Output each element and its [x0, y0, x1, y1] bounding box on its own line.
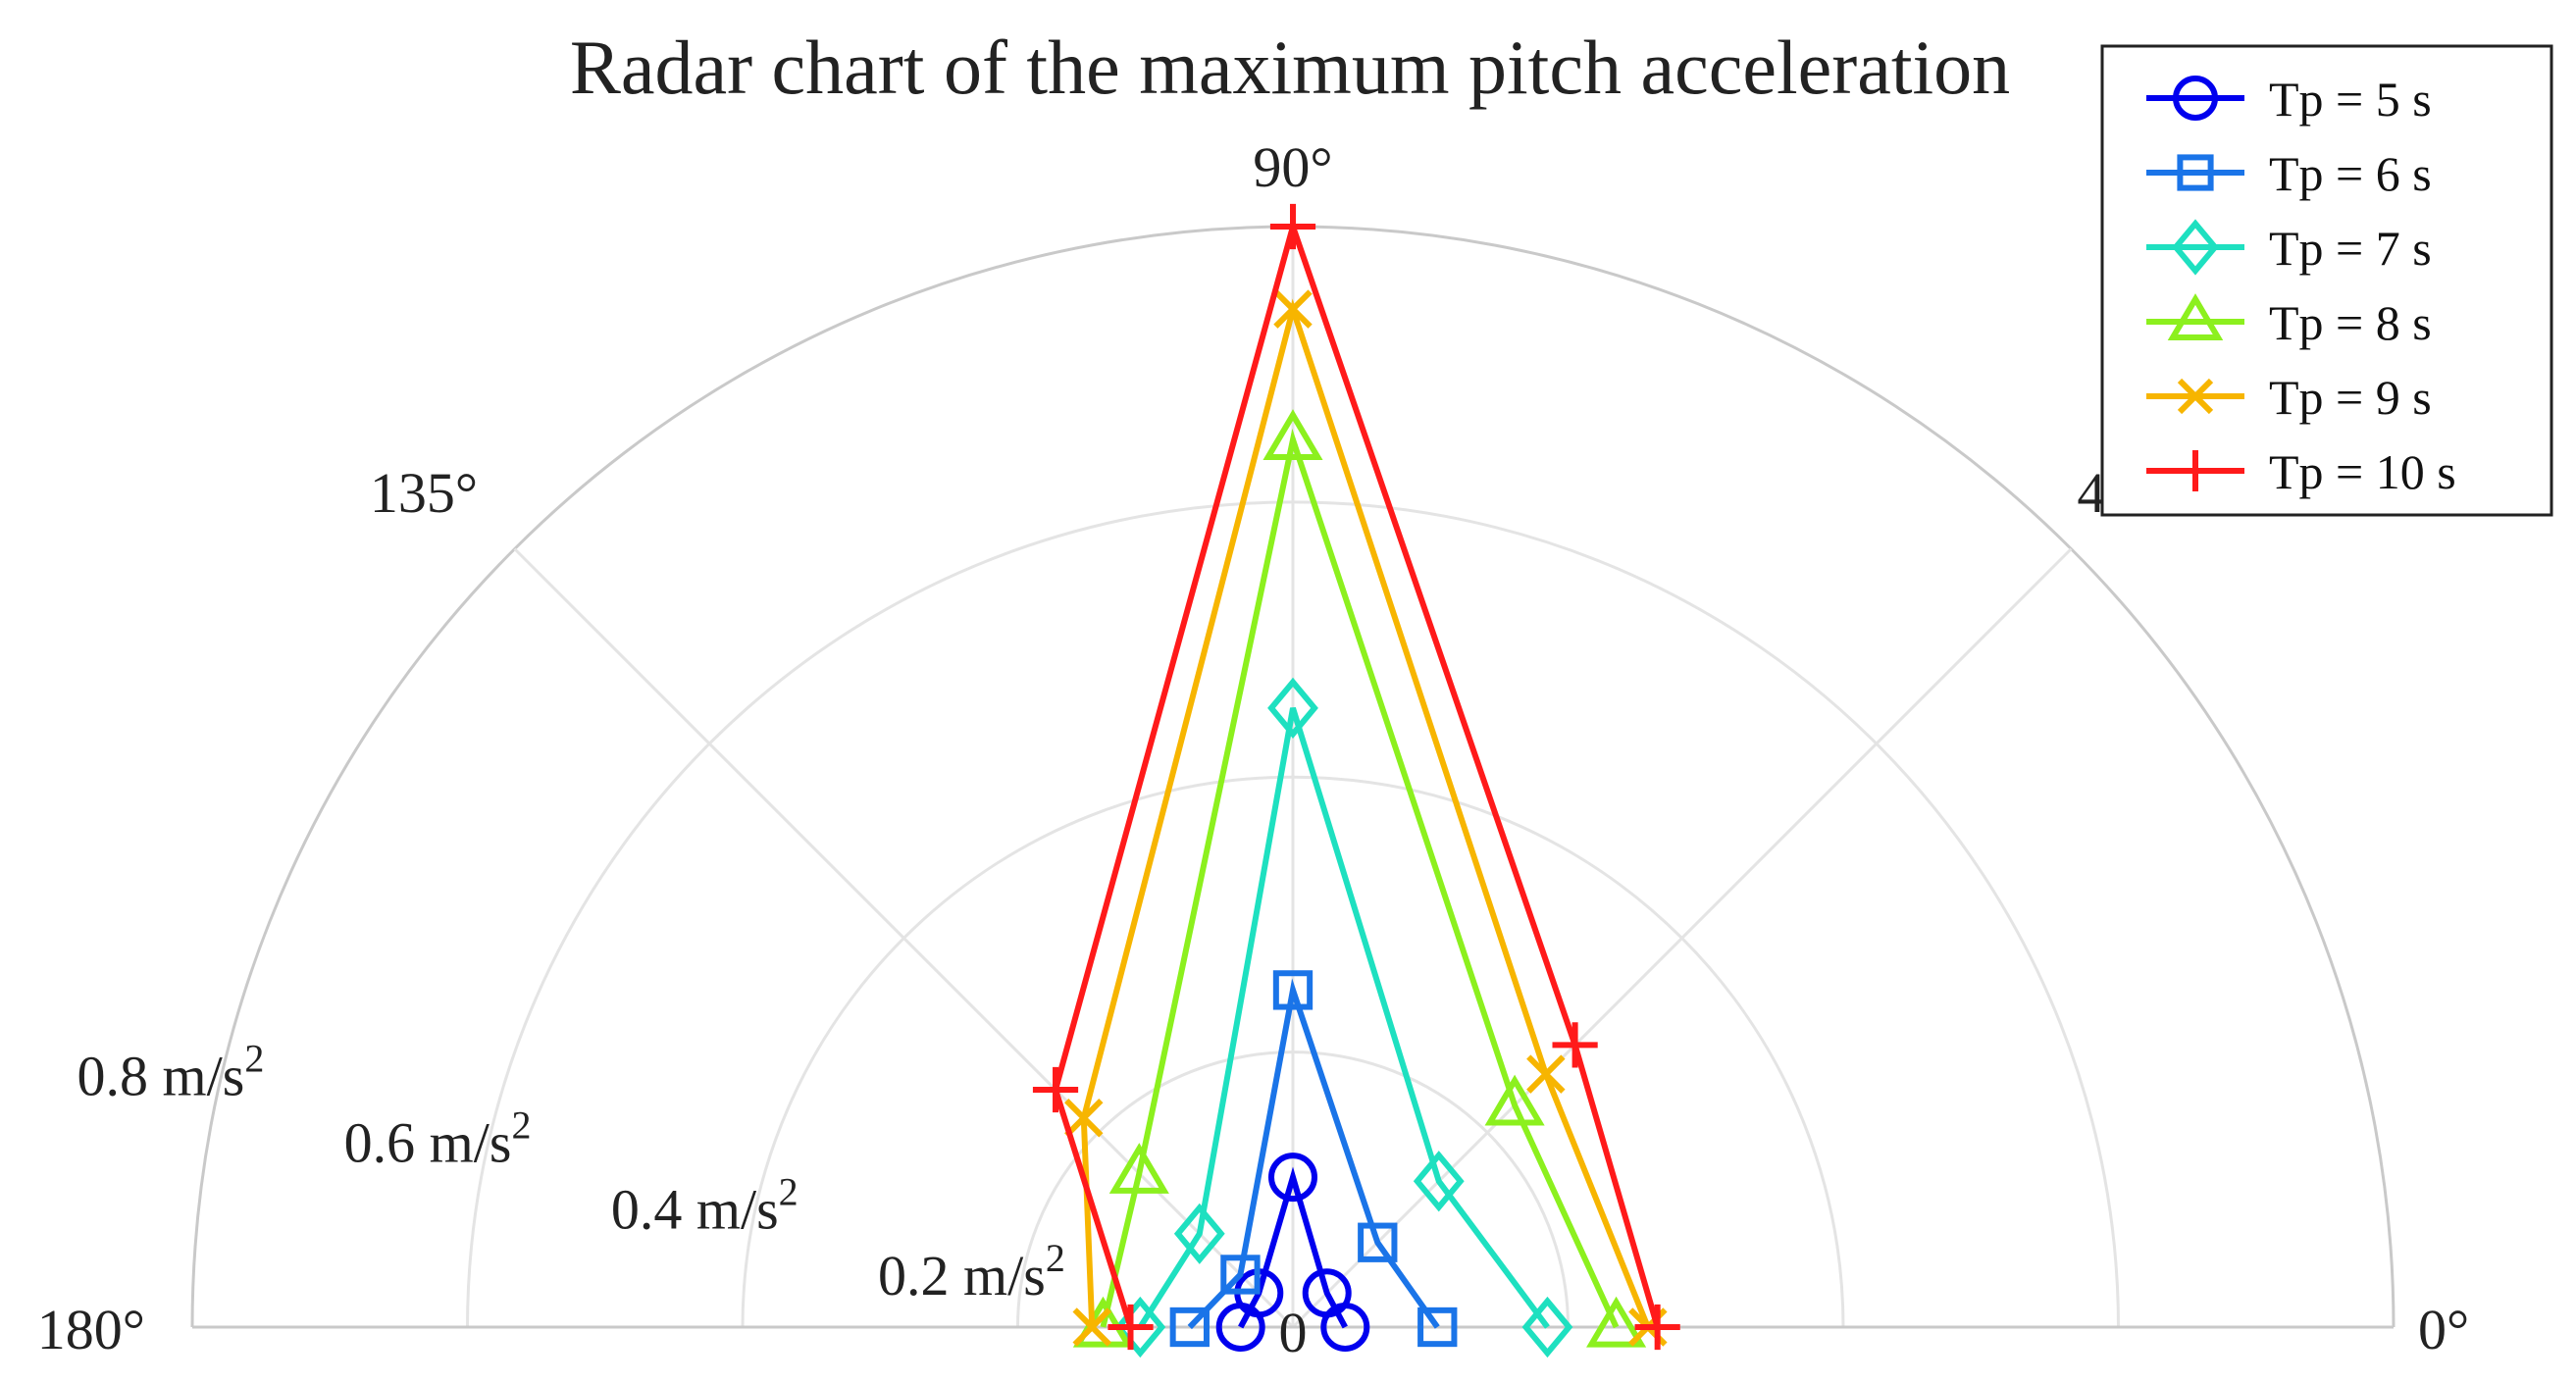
- marker-plus: [2175, 450, 2216, 491]
- legend-item[interactable]: Tp = 7 s: [2146, 219, 2432, 276]
- marker-plus: [1269, 203, 1316, 250]
- legend-label: Tp = 9 s: [2269, 370, 2432, 425]
- marker-x: [1273, 289, 1313, 329]
- marker-plus: [1634, 1304, 1680, 1351]
- legend-item[interactable]: Tp = 9 s: [2146, 370, 2432, 425]
- marker-triangle: [1484, 1074, 1545, 1126]
- marker-x: [2177, 378, 2214, 415]
- grid-spoke: [1291, 547, 2073, 1329]
- marker-square: [1358, 1222, 1398, 1262]
- marker-square: [2177, 154, 2214, 191]
- radial-tick-label: 0.6 m/s2: [344, 1102, 532, 1174]
- marker-circle: [2173, 76, 2218, 121]
- legend-item[interactable]: Tp = 6 s: [2146, 146, 2432, 201]
- legend[interactable]: Tp = 5 s Tp = 6 s Tp = 7 s Tp = 8 s Tp = 9 s…: [2100, 44, 2553, 517]
- legend-item[interactable]: Tp = 5 s: [2146, 72, 2432, 127]
- radial-tick-label: 0: [1279, 1301, 1308, 1364]
- marker-x: [1064, 1099, 1104, 1138]
- series-group: [1032, 203, 1680, 1358]
- radial-tick-label: 0.4 m/s2: [611, 1169, 799, 1241]
- marker-square: [1220, 1255, 1261, 1295]
- angle-tick-label: 0°: [2418, 1298, 2469, 1361]
- marker-plus: [1032, 1066, 1079, 1113]
- radial-tick-label: 0.8 m/s2: [77, 1037, 265, 1108]
- marker-square: [1169, 1307, 1210, 1348]
- marker-plus: [1552, 1022, 1598, 1068]
- legend-box: [2100, 44, 2553, 517]
- marker-plus: [1108, 1304, 1154, 1351]
- angle-tick-label: 90°: [1253, 135, 1332, 199]
- marker-diamond: [1173, 1203, 1225, 1264]
- legend-item[interactable]: Tp = 8 s: [2146, 293, 2432, 350]
- chart-title: Radar chart of the maximum pitch acceler…: [570, 25, 2010, 110]
- series-2: [1169, 970, 1458, 1348]
- radial-tick-label: 0.2 m/s2: [878, 1236, 1065, 1307]
- legend-label: Tp = 5 s: [2269, 72, 2432, 127]
- legend-label: Tp = 6 s: [2269, 146, 2432, 201]
- marker-circle: [1302, 1268, 1352, 1318]
- series-6: [1032, 203, 1680, 1351]
- series-line: [1100, 428, 1620, 1329]
- marker-x: [1072, 1307, 1111, 1347]
- legend-label: Tp = 8 s: [2269, 295, 2432, 350]
- marker-diamond: [1521, 1296, 1573, 1358]
- marker-diamond: [1413, 1151, 1465, 1212]
- marker-x: [1526, 1054, 1566, 1094]
- marker-diamond: [1267, 677, 1318, 739]
- marker-circle: [1215, 1303, 1265, 1352]
- series-line: [1238, 1166, 1348, 1329]
- marker-triangle: [1108, 1143, 1169, 1194]
- grid-spoke: [513, 547, 1295, 1329]
- legend-item[interactable]: Tp = 10 s: [2146, 444, 2456, 499]
- series-line: [1137, 706, 1550, 1329]
- marker-circle: [1268, 1153, 1317, 1203]
- legend-label: Tp = 10 s: [2269, 444, 2456, 499]
- series-4: [1072, 409, 1647, 1348]
- marker-diamond: [2172, 219, 2219, 276]
- marker-square: [1417, 1307, 1458, 1348]
- legend-label: Tp = 7 s: [2269, 221, 2432, 276]
- angle-tick-label: 180°: [37, 1298, 145, 1361]
- tick-labels: 0°45°90°135°180°00.2 m/s20.4 m/s20.6 m/s…: [37, 135, 2469, 1364]
- marker-triangle: [1262, 409, 1323, 460]
- marker-triangle: [2167, 293, 2224, 340]
- marker-triangle: [1586, 1296, 1647, 1348]
- marker-square: [1272, 970, 1314, 1010]
- angle-tick-label: 135°: [370, 461, 478, 525]
